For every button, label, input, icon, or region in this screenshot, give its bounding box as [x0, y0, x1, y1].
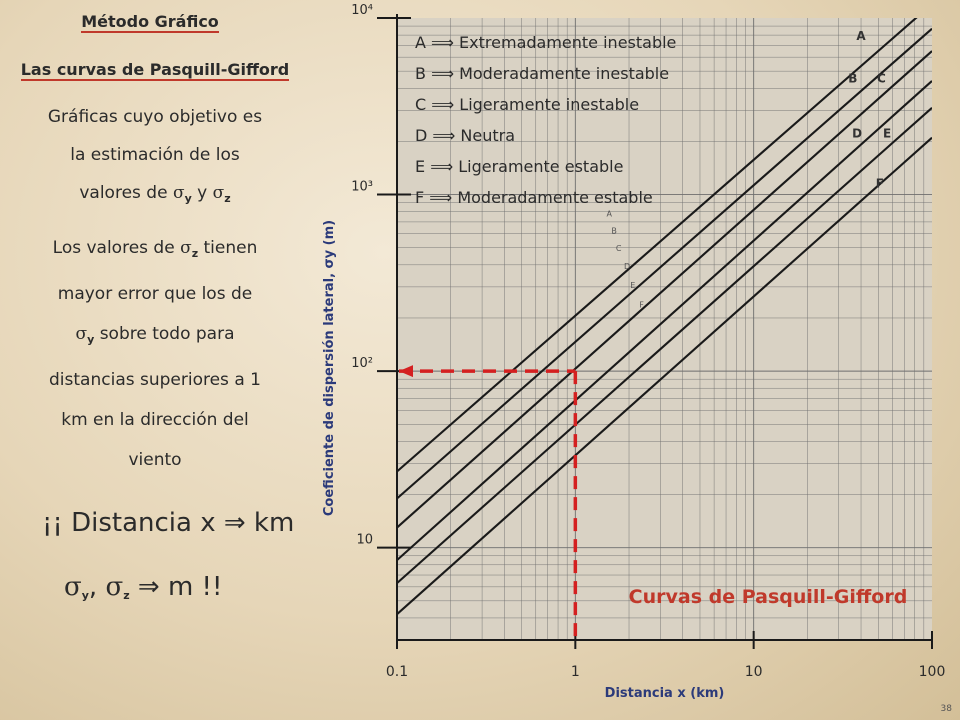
- units-note-sigma: σy, σz ⇒ m !!: [64, 572, 223, 602]
- x-axis-label: Distancia x (km): [605, 686, 725, 701]
- inner-label-C: C: [616, 244, 622, 253]
- axes: [377, 14, 933, 649]
- labels: 0.1 1 10 100 10 10² 10³ 10⁴ Distancia x (km) Coef…: [322, 3, 945, 701]
- objective-line-2: la estimación de los: [70, 145, 240, 165]
- inner-label-B: B: [611, 227, 617, 236]
- curve-label-B: B: [848, 72, 857, 86]
- x-tick-label: 0.1: [386, 664, 408, 680]
- legend-entry: B ⟹ Moderadamente inestable: [415, 64, 669, 83]
- paragraph-objective: Gráficas cuyo objetivo es la estimación …: [0, 98, 310, 218]
- error-line-6: viento: [128, 450, 182, 470]
- curve-label-D: D: [852, 127, 862, 141]
- plot-area: [397, 18, 932, 640]
- objective-line-1: Gráficas cuyo objetivo es: [47, 107, 263, 127]
- curve-E: [397, 107, 932, 584]
- sigma-symbol: σ: [172, 183, 185, 203]
- y-tick-label: 10⁴: [351, 3, 373, 18]
- y-tick-label: 10³: [351, 180, 373, 195]
- x-tick-label: 100: [919, 664, 946, 680]
- sigma-symbol: σ: [212, 183, 225, 203]
- slide-title: Método Gráfico: [81, 12, 219, 33]
- x-tick-label: 10: [745, 664, 763, 680]
- y-tick-label: 10²: [351, 356, 373, 371]
- curve-B: [397, 27, 932, 500]
- page-number: 38: [940, 704, 952, 714]
- error-line-5: km en la dirección del: [61, 410, 249, 430]
- legend-entry: F ⟹ Moderadamente estable: [415, 188, 653, 207]
- curve-F: [397, 136, 932, 615]
- legend-entry: D ⟹ Neutra: [415, 126, 515, 145]
- curve-label-F: F: [876, 176, 884, 190]
- y-tick-label: 10: [356, 533, 373, 548]
- inner-label-A: A: [607, 210, 613, 219]
- error-line-3: σy sobre todo para: [75, 324, 235, 346]
- legend-entry: C ⟹ Ligeramente inestable: [415, 95, 639, 114]
- units-note-distance: ¡¡ Distancia x ⇒ km: [42, 508, 295, 538]
- error-line-4: distancias superiores a 1: [49, 370, 261, 390]
- inner-label-E: E: [630, 281, 635, 290]
- error-line-1: Los valores de σz tienen: [52, 238, 258, 260]
- curve-D: [397, 80, 932, 561]
- chart-title: Curvas de Pasquill-Gifford: [629, 586, 908, 608]
- curve-label-C: C: [877, 72, 886, 86]
- y-axis-label: Coeficiente de dispersión lateral, σy (m…: [322, 220, 337, 516]
- curve-A: [397, 18, 918, 473]
- objective-line-3: valores de σy y σz: [79, 183, 231, 205]
- curve-C: [397, 50, 932, 529]
- legend-entry: E ⟹ Ligeramente estable: [415, 157, 623, 176]
- inner-label-D: D: [624, 262, 630, 271]
- curve-label-A: A: [856, 29, 866, 43]
- curves: [397, 18, 932, 615]
- legend-entry: A ⟹ Extremadamente inestable: [415, 33, 676, 52]
- curve-label-E: E: [883, 127, 891, 141]
- left-panel: Método Gráfico Las curvas de Pasquill-Gi…: [0, 0, 310, 720]
- slide-subtitle: Las curvas de Pasquill-Gifford: [20, 60, 290, 81]
- inner-label-F: F: [639, 300, 644, 309]
- annotation-arrowhead: [399, 365, 413, 378]
- x-tick-label: 1: [571, 664, 580, 680]
- error-line-2: mayor error que los de: [57, 284, 253, 304]
- paragraph-error: Los valores de σz tienen mayor error que…: [0, 228, 310, 480]
